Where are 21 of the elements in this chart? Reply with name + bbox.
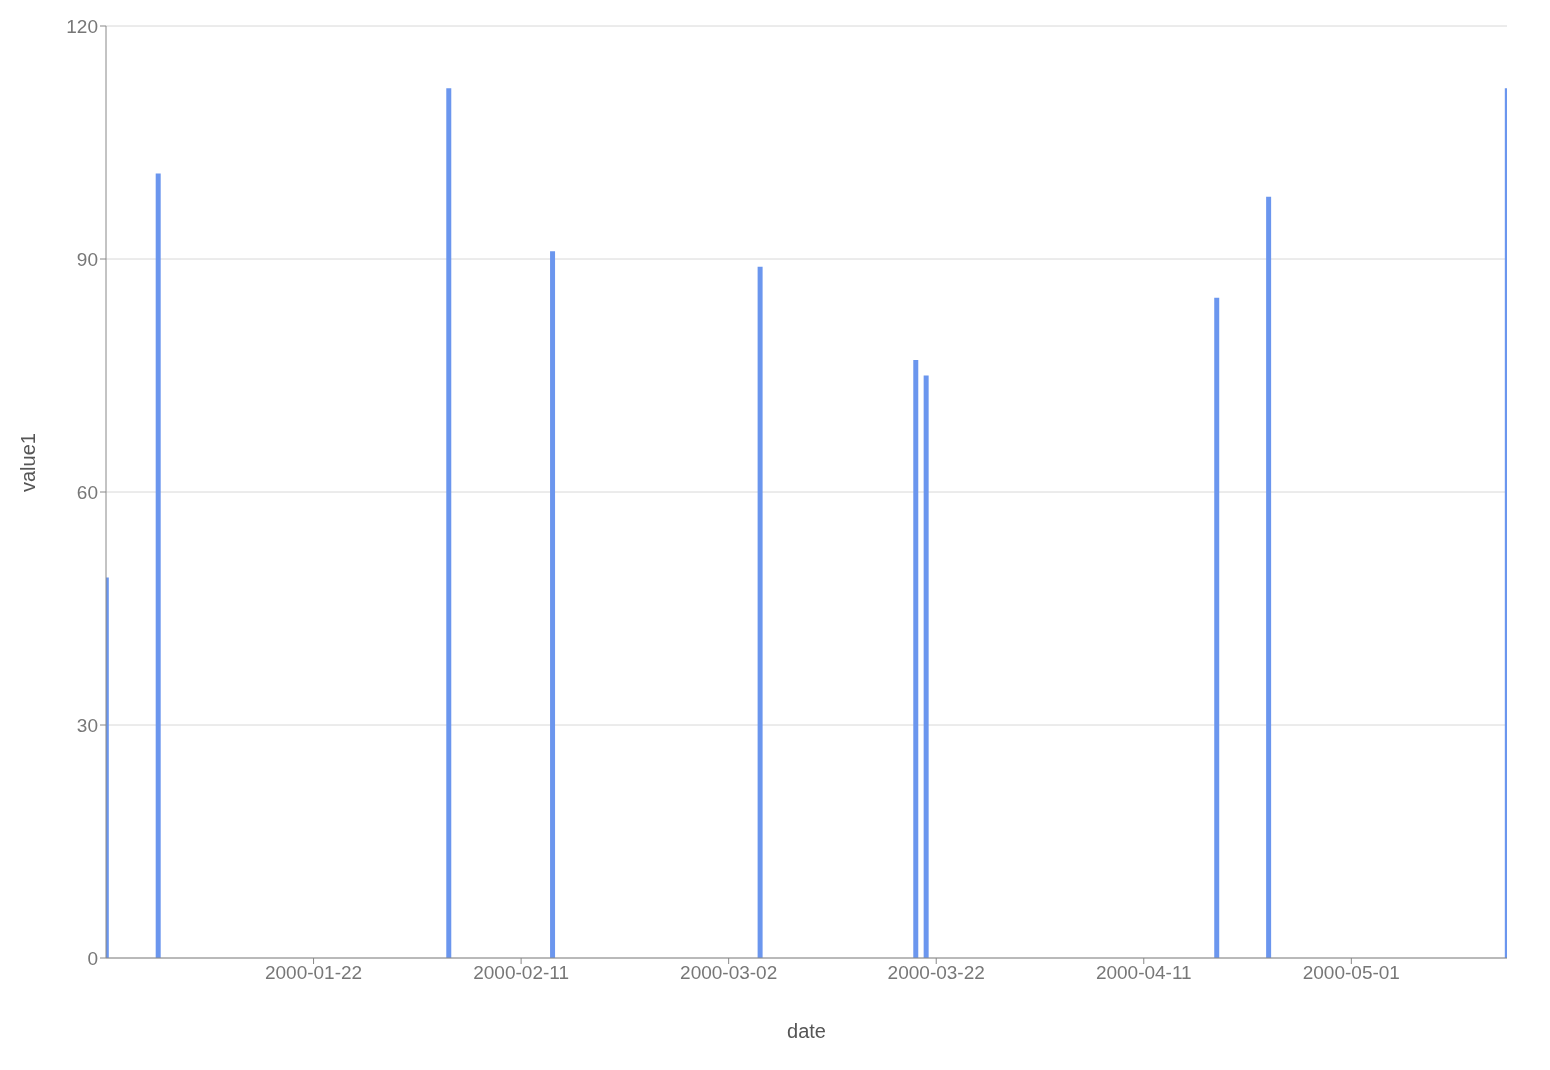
x-tick-label: 2000-01-22 [264,962,363,984]
y-tick-label: 0 [87,947,98,969]
bar [550,251,556,958]
x-axis-title: date [787,1020,826,1042]
bar [913,359,919,958]
y-tick-label: 120 [66,15,98,37]
x-tick-label: 2000-04-11 [1095,962,1192,984]
x-tick-label: 2000-03-02 [680,962,778,984]
y-tick-label: 60 [76,481,98,503]
x-tick-label: 2000-02-11 [473,962,569,984]
bar [155,173,161,958]
x-tick-label: 2000-05-01 [1302,962,1400,984]
y-tick-label: 90 [76,248,98,270]
bar [446,88,452,958]
bar [1214,297,1220,958]
bar [757,266,763,958]
bar [923,375,929,958]
x-tick-label: 2000-03-22 [887,962,985,984]
y-tick-label: 30 [76,714,98,736]
y-axis-title: value1 [17,433,40,492]
bar [1266,196,1272,958]
